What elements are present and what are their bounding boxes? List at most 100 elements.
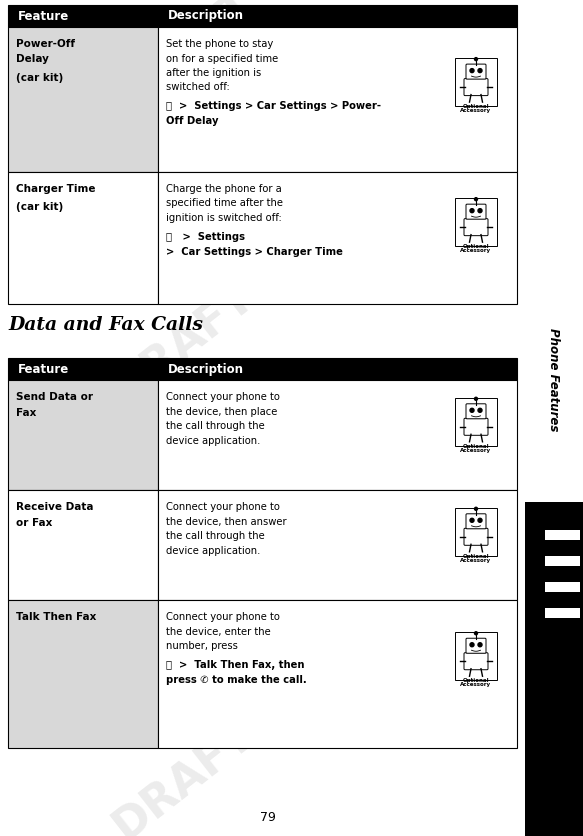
- Bar: [8, 490, 158, 600]
- Text: Accessory: Accessory: [461, 558, 491, 563]
- Text: Delay: Delay: [16, 54, 49, 64]
- Text: (car kit): (car kit): [16, 73, 63, 83]
- Bar: [455, 507, 497, 556]
- Text: device application.: device application.: [166, 546, 261, 555]
- Text: DRAFT: DRAFT: [105, 420, 262, 556]
- Text: Feature: Feature: [18, 363, 69, 375]
- Bar: [455, 398, 497, 446]
- Circle shape: [478, 518, 482, 522]
- Bar: [455, 198, 497, 246]
- Text: DRAFT: DRAFT: [105, 711, 262, 836]
- Text: Accessory: Accessory: [461, 448, 491, 453]
- Text: Accessory: Accessory: [461, 248, 491, 253]
- Circle shape: [475, 507, 477, 510]
- Text: on for a specified time: on for a specified time: [166, 54, 279, 64]
- Bar: [8, 5, 158, 27]
- Circle shape: [478, 643, 482, 647]
- Bar: [8, 600, 158, 748]
- Text: Set the phone to stay: Set the phone to stay: [166, 39, 273, 49]
- Text: ignition is switched off:: ignition is switched off:: [166, 213, 282, 223]
- Text: the call through the: the call through the: [166, 531, 265, 541]
- FancyBboxPatch shape: [464, 418, 488, 436]
- Text: DRAFT: DRAFT: [105, 566, 262, 702]
- Bar: [455, 632, 497, 681]
- Text: the device, enter the: the device, enter the: [166, 626, 271, 636]
- Text: the call through the: the call through the: [166, 421, 265, 431]
- Text: or Fax: or Fax: [16, 517, 52, 528]
- Text: switched off:: switched off:: [166, 83, 230, 93]
- Bar: [158, 600, 517, 748]
- Bar: [158, 27, 517, 172]
- Text: Optional: Optional: [463, 444, 489, 449]
- Text: Send Data or: Send Data or: [16, 392, 93, 402]
- Text: DRAFT: DRAFT: [105, 128, 262, 264]
- Text: Description: Description: [168, 9, 244, 23]
- Text: Optional: Optional: [463, 553, 489, 558]
- Bar: [545, 556, 580, 566]
- Text: DRAFT: DRAFT: [105, 274, 262, 410]
- FancyBboxPatch shape: [466, 204, 486, 219]
- Bar: [8, 358, 158, 380]
- Bar: [158, 380, 517, 490]
- Circle shape: [478, 69, 482, 73]
- Text: press ✆ to make the call.: press ✆ to make the call.: [166, 675, 307, 685]
- FancyBboxPatch shape: [466, 64, 486, 79]
- Circle shape: [478, 209, 482, 212]
- Text: Fax: Fax: [16, 407, 36, 417]
- Circle shape: [470, 518, 474, 522]
- Circle shape: [475, 632, 477, 635]
- FancyBboxPatch shape: [464, 219, 488, 236]
- Text: number, press: number, press: [166, 641, 238, 651]
- Text: Optional: Optional: [463, 244, 489, 249]
- Text: (car kit): (car kit): [16, 202, 63, 212]
- FancyBboxPatch shape: [464, 653, 488, 670]
- Bar: [158, 5, 517, 27]
- Circle shape: [470, 408, 474, 412]
- Text: after the ignition is: after the ignition is: [166, 68, 261, 78]
- Text: 79: 79: [260, 811, 276, 824]
- Circle shape: [475, 58, 477, 60]
- FancyBboxPatch shape: [466, 404, 486, 419]
- Bar: [525, 502, 583, 836]
- Circle shape: [475, 197, 477, 201]
- Text: >  Car Settings > Charger Time: > Car Settings > Charger Time: [166, 247, 343, 257]
- Text: Accessory: Accessory: [461, 108, 491, 113]
- Text: Phone Features: Phone Features: [547, 329, 560, 431]
- Text: Optional: Optional: [463, 678, 489, 683]
- Text: Data and Fax Calls: Data and Fax Calls: [8, 316, 203, 334]
- Text: ⓢ  >  Settings > Car Settings > Power-: ⓢ > Settings > Car Settings > Power-: [166, 101, 381, 111]
- Text: DRAFT: DRAFT: [105, 0, 262, 118]
- Text: Description: Description: [168, 363, 244, 375]
- Bar: [455, 58, 497, 106]
- Text: Feature: Feature: [18, 9, 69, 23]
- Text: Accessory: Accessory: [461, 682, 491, 687]
- Text: Connect your phone to: Connect your phone to: [166, 612, 280, 622]
- Text: Optional: Optional: [463, 104, 489, 110]
- FancyBboxPatch shape: [464, 528, 488, 545]
- Circle shape: [470, 643, 474, 647]
- Text: ⓢ  >  Talk Then Fax, then: ⓢ > Talk Then Fax, then: [166, 660, 305, 670]
- Bar: [158, 172, 517, 304]
- Bar: [158, 490, 517, 600]
- FancyBboxPatch shape: [466, 638, 486, 653]
- Circle shape: [470, 209, 474, 212]
- Bar: [545, 529, 580, 539]
- Bar: [545, 582, 580, 592]
- Text: device application.: device application.: [166, 436, 261, 446]
- Circle shape: [478, 408, 482, 412]
- Text: specified time after the: specified time after the: [166, 198, 283, 208]
- Text: Receive Data: Receive Data: [16, 502, 93, 512]
- Bar: [8, 380, 158, 490]
- Text: Connect your phone to: Connect your phone to: [166, 502, 280, 512]
- Text: Off Delay: Off Delay: [166, 116, 219, 126]
- Text: ⓢ   >  Settings: ⓢ > Settings: [166, 232, 245, 242]
- Bar: [158, 358, 517, 380]
- FancyBboxPatch shape: [466, 514, 486, 529]
- Circle shape: [475, 397, 477, 400]
- Text: Talk Then Fax: Talk Then Fax: [16, 612, 96, 622]
- Bar: [545, 608, 580, 618]
- Text: Power-Off: Power-Off: [16, 39, 75, 49]
- Bar: [525, 0, 583, 502]
- Text: Connect your phone to: Connect your phone to: [166, 392, 280, 402]
- Text: Charge the phone for a: Charge the phone for a: [166, 184, 282, 194]
